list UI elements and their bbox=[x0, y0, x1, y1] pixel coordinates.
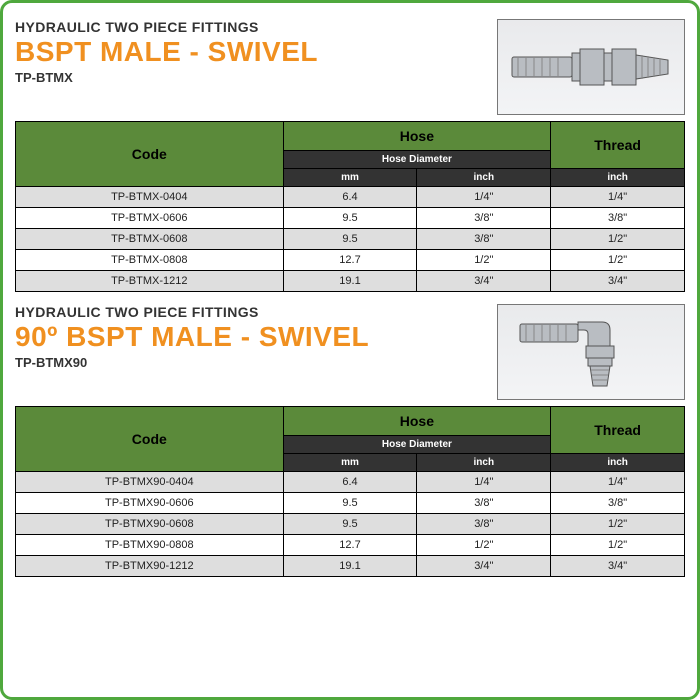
section-1-titles: HYDRAULIC TWO PIECE FITTINGS 90º BSPT MA… bbox=[15, 304, 485, 370]
cell-mm: 19.1 bbox=[283, 271, 417, 292]
cell-mm: 6.4 bbox=[283, 187, 417, 208]
cell-code: TP-BTMX-1212 bbox=[16, 271, 284, 292]
cell-mm: 9.5 bbox=[283, 208, 417, 229]
table-row: TP-BTMX-0608 9.5 3/8" 1/2" bbox=[16, 229, 685, 250]
section-0-superhead: HYDRAULIC TWO PIECE FITTINGS bbox=[15, 19, 485, 35]
section-0-header: HYDRAULIC TWO PIECE FITTINGS BSPT MALE -… bbox=[15, 15, 685, 121]
section-1: HYDRAULIC TWO PIECE FITTINGS 90º BSPT MA… bbox=[15, 300, 685, 577]
cell-mm: 9.5 bbox=[283, 514, 417, 535]
cell-code: TP-BTMX90-0404 bbox=[16, 472, 284, 493]
cell-inch: 1/2" bbox=[417, 535, 551, 556]
table-row: TP-BTMX90-1212 19.1 3/4" 3/4" bbox=[16, 556, 685, 577]
cell-thread: 3/4" bbox=[551, 271, 685, 292]
section-0-title: BSPT MALE - SWIVEL bbox=[15, 37, 485, 66]
section-1-fitting-thumb bbox=[497, 304, 685, 400]
cell-code: TP-BTMX-0608 bbox=[16, 229, 284, 250]
section-1-title: 90º BSPT MALE - SWIVEL bbox=[15, 322, 485, 351]
th-hose-diameter: Hose Diameter bbox=[283, 436, 551, 454]
section-1-model: TP-BTMX90 bbox=[15, 355, 485, 370]
th-mm: mm bbox=[283, 454, 417, 472]
section-1-header: HYDRAULIC TWO PIECE FITTINGS 90º BSPT MA… bbox=[15, 300, 685, 406]
th-hose: Hose bbox=[283, 407, 551, 436]
cell-thread: 1/2" bbox=[551, 514, 685, 535]
table-row: TP-BTMX-0606 9.5 3/8" 3/8" bbox=[16, 208, 685, 229]
cell-inch: 3/4" bbox=[417, 556, 551, 577]
table-row: TP-BTMX90-0608 9.5 3/8" 1/2" bbox=[16, 514, 685, 535]
cell-thread: 3/8" bbox=[551, 493, 685, 514]
cell-mm: 19.1 bbox=[283, 556, 417, 577]
cell-mm: 12.7 bbox=[283, 250, 417, 271]
section-0: HYDRAULIC TWO PIECE FITTINGS BSPT MALE -… bbox=[15, 15, 685, 292]
section-0-table: Code Hose Thread Hose Diameter mm inch i… bbox=[15, 121, 685, 292]
th-thread-inch: inch bbox=[551, 454, 685, 472]
cell-inch: 1/4" bbox=[417, 187, 551, 208]
table-row: TP-BTMX-0404 6.4 1/4" 1/4" bbox=[16, 187, 685, 208]
cell-inch: 1/2" bbox=[417, 250, 551, 271]
cell-inch: 3/8" bbox=[417, 493, 551, 514]
th-code: Code bbox=[16, 407, 284, 472]
section-1-table: Code Hose Thread Hose Diameter mm inch i… bbox=[15, 406, 685, 577]
table-row: TP-BTMX-0808 12.7 1/2" 1/2" bbox=[16, 250, 685, 271]
cell-thread: 3/4" bbox=[551, 556, 685, 577]
th-mm: mm bbox=[283, 169, 417, 187]
section-0-fitting-thumb bbox=[497, 19, 685, 115]
cell-thread: 1/2" bbox=[551, 535, 685, 556]
section-1-superhead: HYDRAULIC TWO PIECE FITTINGS bbox=[15, 304, 485, 320]
table-row: TP-BTMX-1212 19.1 3/4" 3/4" bbox=[16, 271, 685, 292]
cell-code: TP-BTMX90-0608 bbox=[16, 514, 284, 535]
fitting-straight-icon bbox=[506, 27, 676, 107]
cell-mm: 6.4 bbox=[283, 472, 417, 493]
cell-code: TP-BTMX90-0808 bbox=[16, 535, 284, 556]
table-row: TP-BTMX90-0808 12.7 1/2" 1/2" bbox=[16, 535, 685, 556]
th-hose: Hose bbox=[283, 122, 551, 151]
th-inch: inch bbox=[417, 169, 551, 187]
cell-thread: 1/2" bbox=[551, 250, 685, 271]
cell-thread: 3/8" bbox=[551, 208, 685, 229]
th-thread: Thread bbox=[551, 122, 685, 169]
cell-inch: 3/8" bbox=[417, 229, 551, 250]
cell-thread: 1/4" bbox=[551, 472, 685, 493]
fitting-elbow90-icon bbox=[506, 312, 676, 392]
th-thread-inch: inch bbox=[551, 169, 685, 187]
cell-inch: 1/4" bbox=[417, 472, 551, 493]
cell-code: TP-BTMX-0808 bbox=[16, 250, 284, 271]
cell-mm: 9.5 bbox=[283, 493, 417, 514]
cell-code: TP-BTMX90-0606 bbox=[16, 493, 284, 514]
th-inch: inch bbox=[417, 454, 551, 472]
cell-code: TP-BTMX-0606 bbox=[16, 208, 284, 229]
section-0-model: TP-BTMX bbox=[15, 70, 485, 85]
th-thread: Thread bbox=[551, 407, 685, 454]
cell-mm: 12.7 bbox=[283, 535, 417, 556]
cell-code: TP-BTMX90-1212 bbox=[16, 556, 284, 577]
cell-inch: 3/8" bbox=[417, 208, 551, 229]
cell-inch: 3/8" bbox=[417, 514, 551, 535]
th-hose-diameter: Hose Diameter bbox=[283, 151, 551, 169]
section-0-titles: HYDRAULIC TWO PIECE FITTINGS BSPT MALE -… bbox=[15, 19, 485, 85]
cell-code: TP-BTMX-0404 bbox=[16, 187, 284, 208]
th-code: Code bbox=[16, 122, 284, 187]
page-frame: HYDRAULIC TWO PIECE FITTINGS BSPT MALE -… bbox=[0, 0, 700, 700]
cell-thread: 1/2" bbox=[551, 229, 685, 250]
table-row: TP-BTMX90-0404 6.4 1/4" 1/4" bbox=[16, 472, 685, 493]
cell-mm: 9.5 bbox=[283, 229, 417, 250]
cell-inch: 3/4" bbox=[417, 271, 551, 292]
cell-thread: 1/4" bbox=[551, 187, 685, 208]
table-row: TP-BTMX90-0606 9.5 3/8" 3/8" bbox=[16, 493, 685, 514]
